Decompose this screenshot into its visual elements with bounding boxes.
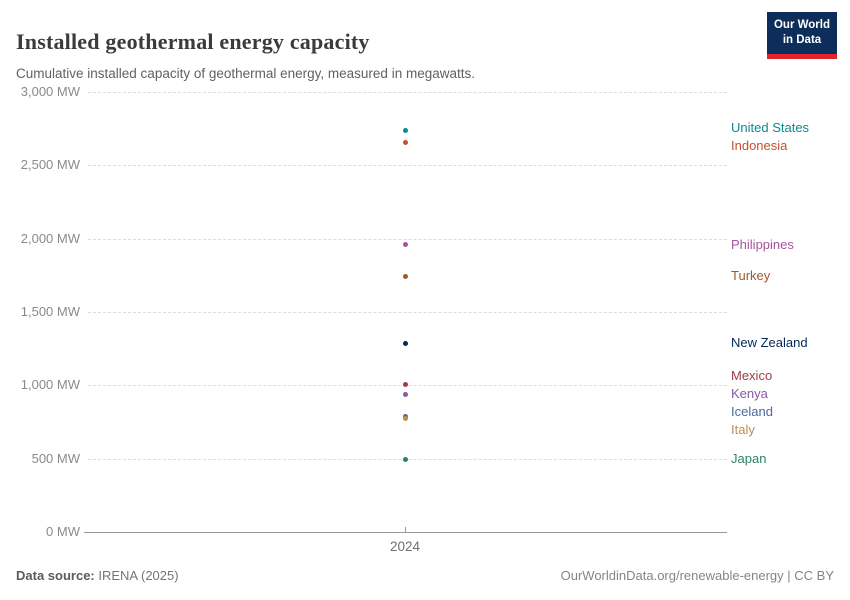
entity-label-iceland[interactable]: Iceland (731, 404, 773, 420)
gridline-2000mw (88, 238, 727, 240)
page-title: Installed geothermal energy capacity (16, 28, 370, 54)
entity-label-italy[interactable]: Italy (731, 422, 755, 438)
gridline-2500mw (88, 165, 727, 167)
data-point-japan[interactable] (402, 456, 408, 462)
data-point-new-zealand[interactable] (402, 340, 408, 346)
entity-label-philippines[interactable]: Philippines (731, 236, 794, 252)
data-point-indonesia[interactable] (402, 140, 408, 146)
data-source: Data source: IRENA (2025) (16, 568, 179, 583)
y-tick-label: 3,000 MW (20, 84, 80, 99)
data-source-label: Data source: (16, 568, 95, 583)
y-tick-label: 0 MW (46, 524, 80, 539)
data-point-kenya[interactable] (402, 391, 408, 397)
owid-logo-line1: Our World (773, 19, 830, 31)
entity-label-new-zealand[interactable]: New Zealand (731, 335, 808, 351)
gridline-500mw (88, 458, 727, 460)
owid-logo-line2: in Data (782, 33, 822, 46)
x-tick-label: 2024 (389, 539, 421, 554)
data-point-italy[interactable] (402, 416, 408, 422)
chart-subtitle: Cumulative installed capacity of geother… (16, 65, 475, 81)
y-tick-label: 2,000 MW (20, 230, 80, 246)
entity-label-mexico[interactable]: Mexico (731, 368, 773, 384)
y-tick-label: 1,500 MW (20, 304, 80, 319)
entity-label-kenya[interactable]: Kenya (731, 386, 768, 402)
data-point-iceland[interactable] (402, 413, 408, 419)
data-point-united-states[interactable] (402, 127, 408, 133)
credit-line[interactable]: OurWorldinData.org/renewable-energy | CC… (560, 568, 834, 583)
x-tick-mark (405, 527, 406, 532)
data-source-value: IRENA (2025) (94, 568, 179, 583)
data-point-mexico[interactable] (402, 382, 408, 388)
y-tick-label: 1,000 MW (20, 377, 80, 393)
entity-label-japan[interactable]: Japan (731, 451, 767, 467)
y-tick-label: 500 MW (31, 450, 80, 466)
gridline-1000mw (88, 385, 727, 387)
entity-label-indonesia[interactable]: Indonesia (731, 137, 788, 153)
gridline-3000mw (88, 92, 727, 93)
chart-footer: Data source: IRENA (2025) OurWorldinData… (16, 568, 834, 583)
y-tick-label: 2,500 MW (20, 157, 80, 173)
entity-label-turkey[interactable]: Turkey (731, 268, 771, 284)
owid-logo[interactable]: Our World in Data (767, 12, 837, 60)
entity-label-united-states[interactable]: United States (731, 119, 810, 135)
x-axis-line (84, 532, 727, 533)
data-point-philippines[interactable] (402, 242, 408, 248)
gridline-1500mw (88, 312, 727, 313)
data-point-turkey[interactable] (402, 273, 408, 279)
